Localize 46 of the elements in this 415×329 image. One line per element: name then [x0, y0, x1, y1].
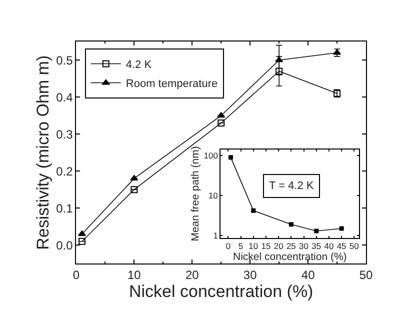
y-axis-title: Mean free path (nm): [190, 146, 202, 242]
y-tick-label: 0.1: [56, 201, 74, 216]
x-tick-label: 30: [243, 268, 258, 282]
annotation: T = 4.2 K: [269, 180, 314, 192]
y-tick-label: 0.0: [56, 238, 74, 252]
x-tick-label: 30: [299, 241, 309, 252]
point: [228, 155, 233, 160]
legend-label: 4.2 K: [126, 59, 152, 72]
point: [251, 208, 256, 213]
legend-label: Room temperature: [126, 78, 218, 90]
point: [78, 238, 86, 245]
point: [130, 186, 138, 194]
x-tick-label: 5: [238, 241, 244, 252]
point: [275, 56, 284, 62]
x-tick-label: 50: [349, 241, 360, 252]
y-tick-label: 0.4: [56, 90, 74, 104]
x-axis-title: Nickel concentration (%): [128, 282, 314, 301]
x-tick-label: 40: [324, 241, 334, 252]
x-tick-label: 10: [248, 241, 258, 252]
point: [314, 228, 319, 234]
y-tick-label: 1: [213, 230, 218, 241]
y-axis-title: Resistivity (micro Ohm m): [34, 55, 53, 250]
point: [130, 174, 138, 180]
y-tick-label: 10: [208, 190, 218, 201]
x-tick-label: 35: [312, 241, 322, 252]
point: [288, 222, 294, 227]
point: [339, 226, 344, 231]
x-tick-label: 15: [261, 241, 271, 252]
x-axis-title: Nickel concentration (%): [233, 251, 347, 264]
x-tick-label: 20: [274, 241, 284, 252]
point: [78, 230, 86, 236]
x-tick-label: 40: [301, 268, 316, 282]
y-tick-label: 0.2: [56, 164, 74, 178]
y-tick-label: 100: [204, 150, 218, 160]
x-tick-label: 25: [286, 241, 296, 252]
y-tick-label: 0.5: [56, 53, 74, 68]
x-tick-label: 20: [185, 268, 200, 282]
point: [218, 119, 225, 126]
point: [217, 112, 226, 118]
y-tick-label: 0.3: [56, 127, 74, 142]
x-tick-label: 10: [127, 268, 142, 282]
x-tick-label: 45: [336, 241, 347, 252]
x-tick-label: 0: [72, 268, 80, 282]
point: [276, 68, 283, 75]
x-tick-label: 50: [359, 268, 374, 282]
x-tick-label: 0: [226, 241, 231, 252]
